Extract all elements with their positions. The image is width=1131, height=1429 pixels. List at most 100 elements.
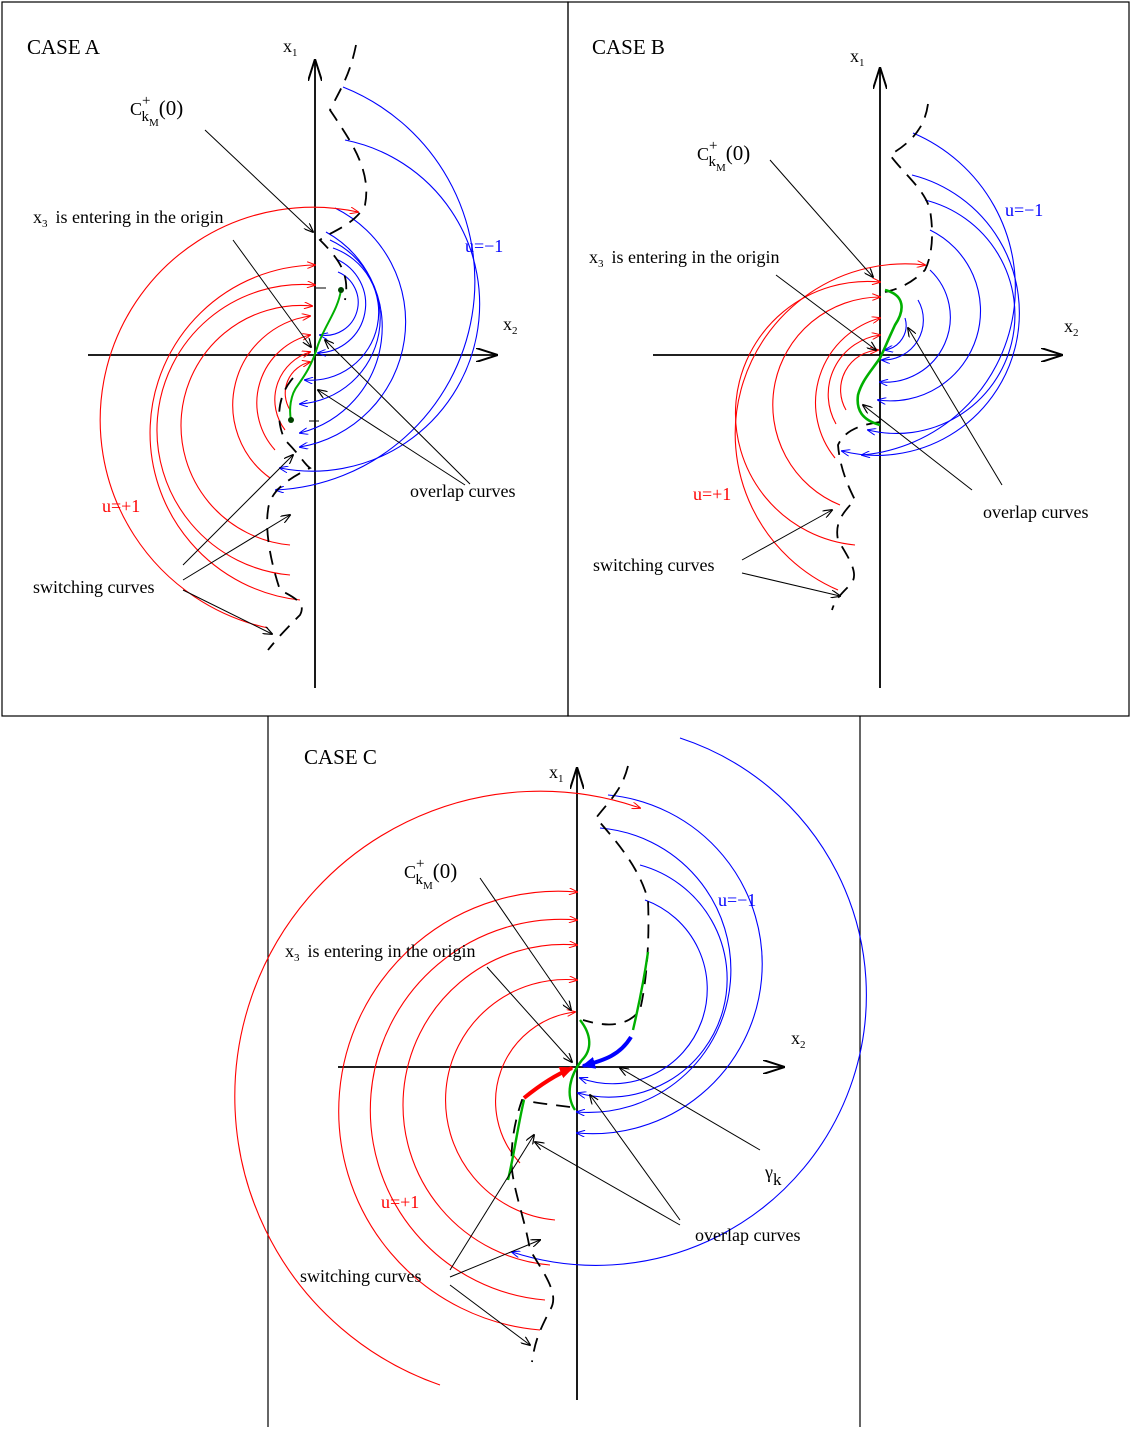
panel-a-overlap-curve (289, 289, 342, 421)
panel-a-overlap-curves (289, 289, 342, 421)
panel-a-blue-arc (276, 86, 476, 490)
panel-a-x1-label: x1 (283, 36, 298, 59)
panel-a-u-plus-arcs (99, 206, 358, 629)
panel-a-blue-arc (318, 258, 367, 353)
panel-a-endpoint-dot (288, 417, 294, 423)
panel-c-x3-label: x3 is entering in the origin (285, 941, 475, 964)
panel-c-blue-arc (577, 794, 763, 1134)
panel-c-u-minus-arcs (512, 737, 867, 1266)
panel-c-blue-arc (578, 864, 728, 1097)
panel-b-c-label: C+ kM(0) (697, 138, 750, 174)
panel-c-overlap-curves (506, 951, 650, 1181)
panel-a-u-minus-label: u=−1 (465, 236, 503, 256)
panel-a-red-arc (274, 352, 310, 431)
panel-b-blue-arc (880, 269, 951, 382)
panel-a-red-arc (99, 206, 358, 629)
panel-b-title: CASE B (592, 35, 665, 59)
panel-c-red-arc (402, 944, 577, 1266)
panel-a-u-plus-label: u=+1 (102, 496, 140, 516)
panel-a-blue-arc (300, 207, 407, 447)
panel-b-overlap-curve (878, 288, 903, 359)
panel-a-u-minus-arcs (276, 86, 481, 490)
panel-c-frame (267, 716, 861, 1427)
panel-b-red-arc (772, 297, 880, 506)
panel-c-gamma-blue-arrow (581, 1035, 633, 1069)
panel-a-switching-lower (266, 377, 312, 651)
panel-c-blue-arc (577, 827, 732, 1112)
panel-a-switching-curves (266, 44, 368, 651)
panel-a-blue-arc (280, 139, 481, 471)
panel-b-red-arc (814, 318, 880, 459)
panel-a-title: CASE A (27, 35, 101, 59)
panel-a-switching-upper (318, 44, 368, 301)
panel-c-red-arc (234, 790, 640, 1386)
panel-c-c-label: C+ kM(0) (404, 856, 457, 892)
panel-a-x2-label: x2 (503, 314, 518, 337)
panel-b-blue-arc (885, 317, 907, 350)
panel-c-switching-upper (582, 765, 650, 1026)
panel-b-annotation-arrows (741, 159, 1003, 596)
panel-c-u-plus-arcs (234, 790, 640, 1386)
panel-b-overlap-curve (856, 357, 882, 427)
panel-b-switching-curves (831, 103, 933, 611)
panel-a-blue-arc (300, 231, 383, 433)
panel-b-red-arc (840, 350, 878, 411)
panel-a-overlap-label: overlap curves (410, 481, 515, 501)
panel-b-u-plus-label: u=+1 (693, 484, 731, 504)
panel-a-blue-arc (300, 239, 381, 404)
panel-c-x2-label: x2 (791, 1028, 806, 1051)
panel-c-overlap-curve (568, 1019, 591, 1111)
panel-c-u-plus-label: u=+1 (381, 1192, 419, 1212)
panel-b-red-arc (827, 335, 880, 425)
panel-b: CASE B x1 x2 C+ kM(0) x3 is entering in th… (589, 35, 1088, 688)
panel-c-switching-lower (510, 1098, 571, 1363)
panel-c-title: CASE C (304, 745, 377, 769)
panel-b-blue-arc (878, 229, 982, 401)
panel-c-x1-label: x1 (549, 762, 564, 785)
panel-a-red-arc (256, 335, 310, 451)
panel-a: CASE A x1 x2 C+ kM(0) x3 is entering in th… (27, 35, 518, 688)
panel-b-frame (567, 1, 1130, 717)
panel-a-red-arc (284, 362, 310, 411)
panel-a-endpoint-dot (338, 287, 344, 293)
panel-a-tick-marks (309, 287, 326, 422)
panel-c-switching-label: switching curves (300, 1266, 421, 1286)
panel-c-blue-arc (580, 899, 708, 1085)
panel-a-annotation-arrows (182, 129, 471, 634)
panel-b-blue-arc (868, 199, 1016, 433)
panel-a-x3-label: x3 is entering in the origin (33, 207, 223, 230)
panel-c-u-minus-label: u=−1 (718, 890, 756, 910)
panel-c-overlap-curve (631, 951, 650, 1031)
panel-b-switching-upper (884, 103, 933, 293)
panel-b-x2-label: x2 (1064, 316, 1079, 339)
panel-a-switching-label: switching curves (33, 577, 154, 597)
panel-c-red-arc (369, 919, 577, 1301)
panel-c-switching-curves (510, 765, 650, 1363)
panel-b-overlap-curves (856, 288, 903, 427)
panel-b-x3-label: x3 is entering in the origin (589, 247, 779, 270)
panel-c: CASE C x1 x2 C+ kM(0) x3 is entering in th… (234, 737, 867, 1400)
panel-a-red-arc (232, 316, 310, 479)
panel-a-red-arc (180, 305, 312, 546)
panel-a-c-label: C+ kM(0) (130, 93, 183, 129)
panel-c-red-arc (444, 980, 577, 1221)
panel-b-blue-arc (862, 132, 1016, 455)
panel-c-gamma-label: γk (764, 1162, 782, 1189)
panel-b-u-plus-arcs (734, 264, 925, 591)
panel-a-frame (1, 1, 569, 717)
panel-b-red-arc (734, 281, 880, 546)
panel-c-red-arc (495, 1012, 575, 1164)
panel-c-blue-arc (512, 737, 867, 1266)
panel-b-switching-label: switching curves (593, 555, 714, 575)
panel-c-overlap-label: overlap curves (695, 1225, 800, 1245)
panel-c-overlap-curve (506, 1099, 526, 1181)
panel-b-blue-arc (882, 299, 924, 360)
panel-a-blue-arc (305, 247, 380, 380)
panel-a-red-arc (149, 265, 315, 601)
panel-b-blue-arc (842, 174, 1020, 455)
panel-a-red-arc (156, 284, 315, 576)
panel-b-u-minus-label: u=−1 (1005, 200, 1043, 220)
panel-c-red-arc (338, 891, 577, 1331)
